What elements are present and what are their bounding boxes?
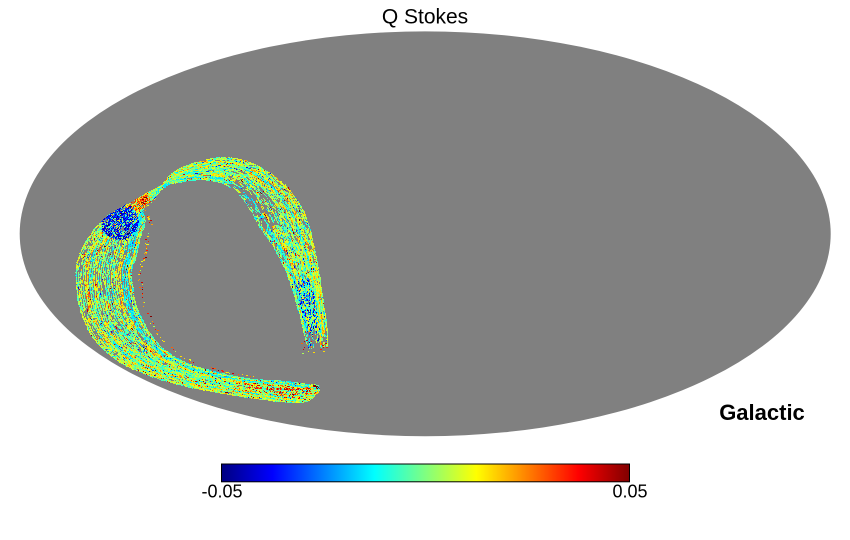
svg-text:-0.05: -0.05 [201, 482, 242, 502]
svg-text:0.05: 0.05 [612, 482, 647, 502]
svg-text:Q Stokes: Q Stokes [382, 6, 468, 29]
svg-text:Galactic: Galactic [719, 400, 805, 425]
